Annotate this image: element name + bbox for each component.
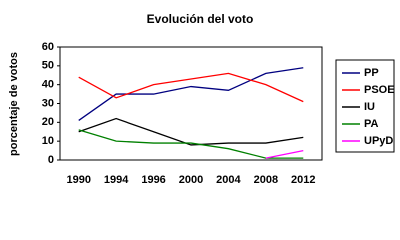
y-tick-label: 60 [42, 41, 54, 53]
series-line [78, 67, 304, 121]
y-tick-label: 50 [42, 60, 54, 72]
x-tick-label: 1990 [66, 174, 90, 186]
x-tick-label: 2000 [179, 174, 203, 186]
legend-box [335, 59, 395, 153]
legend-label: PP [364, 67, 379, 79]
x-tick-label: 1996 [141, 174, 165, 186]
y-tick-label: 20 [42, 116, 54, 128]
chart-title: Evolución del voto [147, 12, 254, 26]
page: {"chart_data": {"type": "line", "title":… [7, 12, 395, 186]
y-tick-label: 10 [42, 135, 54, 147]
x-tick-label: 2012 [291, 174, 315, 186]
chart: Evolución del voto porcentaje de votos 0… [8, 12, 395, 186]
legend-label: PSOE [364, 84, 395, 96]
legend-label: PA [364, 118, 379, 130]
series-line [78, 72, 304, 103]
series-line [78, 117, 304, 146]
series-line [78, 129, 304, 159]
x-tick-label: 2008 [254, 174, 278, 186]
legend-label: UPyD [364, 135, 393, 147]
legend-label: IU [364, 101, 375, 113]
y-tick-label: 30 [42, 97, 54, 109]
y-tick-label: 0 [48, 154, 54, 166]
y-tick-label: 40 [42, 79, 54, 91]
x-tick-label: 2004 [216, 174, 241, 186]
x-tick-label: 1994 [104, 174, 129, 186]
series-line [265, 149, 304, 159]
y-axis-label: porcentaje de votos [8, 52, 20, 156]
